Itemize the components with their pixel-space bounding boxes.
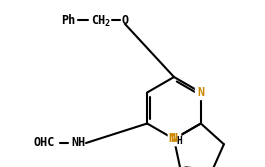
Text: N: N [170,132,178,145]
Text: 2: 2 [104,19,109,28]
Text: NH: NH [71,136,85,149]
Text: N: N [169,132,175,145]
Text: Ph: Ph [61,14,75,27]
Text: N: N [197,86,204,99]
Text: O: O [121,14,129,27]
Text: CH: CH [91,14,105,27]
Text: H: H [176,136,182,146]
Text: OHC: OHC [33,136,55,149]
